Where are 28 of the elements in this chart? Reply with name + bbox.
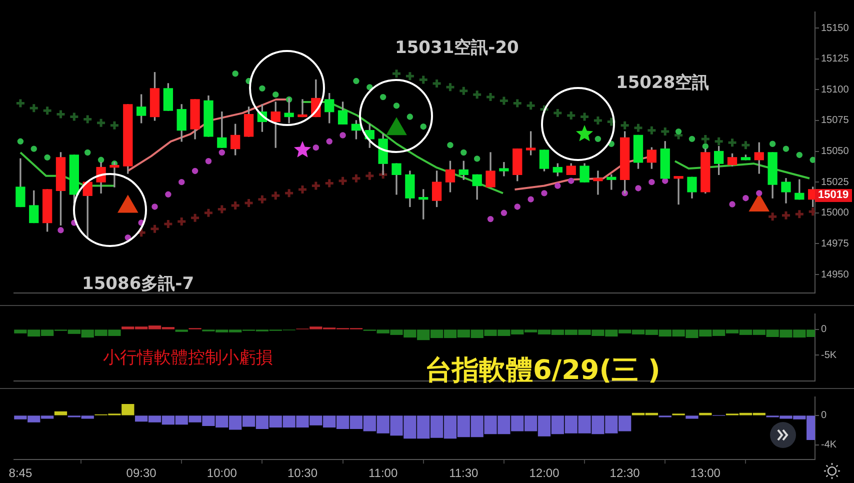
y-tick-label: 15000 [821, 208, 850, 219]
y-tick-label: 15150 [821, 22, 850, 34]
y-tick-label: 15025 [821, 176, 850, 188]
y-tick-label: 0 [821, 410, 827, 422]
y-tick-label: -4K [821, 440, 837, 451]
x-tick-label: 10:30 [287, 466, 318, 480]
annotation: 15086多訊-7 [82, 273, 194, 295]
x-tick-label: 11:00 [368, 466, 398, 480]
y-tick-label: 14975 [821, 238, 850, 250]
y-tick-label: 15125 [821, 54, 850, 65]
x-tick-label: 12:00 [529, 466, 560, 480]
annotation: 15028空訊 [616, 72, 710, 94]
annotation: 15031空訊-20 [395, 37, 519, 59]
x-tick-label: 12:30 [610, 466, 640, 480]
annotation: 台指軟體6/29(三 ) [425, 354, 660, 388]
annotation: 小行情軟體控制小虧損 [103, 347, 273, 369]
y-tick-label: 14950 [821, 269, 850, 280]
y-tick-label: 15050 [821, 146, 850, 158]
x-tick-label: 10:00 [206, 466, 238, 480]
y-tick-label: -5K [821, 350, 837, 361]
y-tick-label: 15100 [821, 84, 850, 96]
x-tick-label: 8:45 [8, 466, 32, 480]
x-tick-label: 13:00 [690, 466, 721, 480]
y-tick-label: 0 [821, 324, 827, 336]
x-tick-label: 09:30 [126, 466, 157, 480]
y-tick-label: 15075 [821, 115, 850, 126]
x-tick-label: 11:30 [449, 466, 479, 480]
text: 15019 [815, 189, 852, 202]
